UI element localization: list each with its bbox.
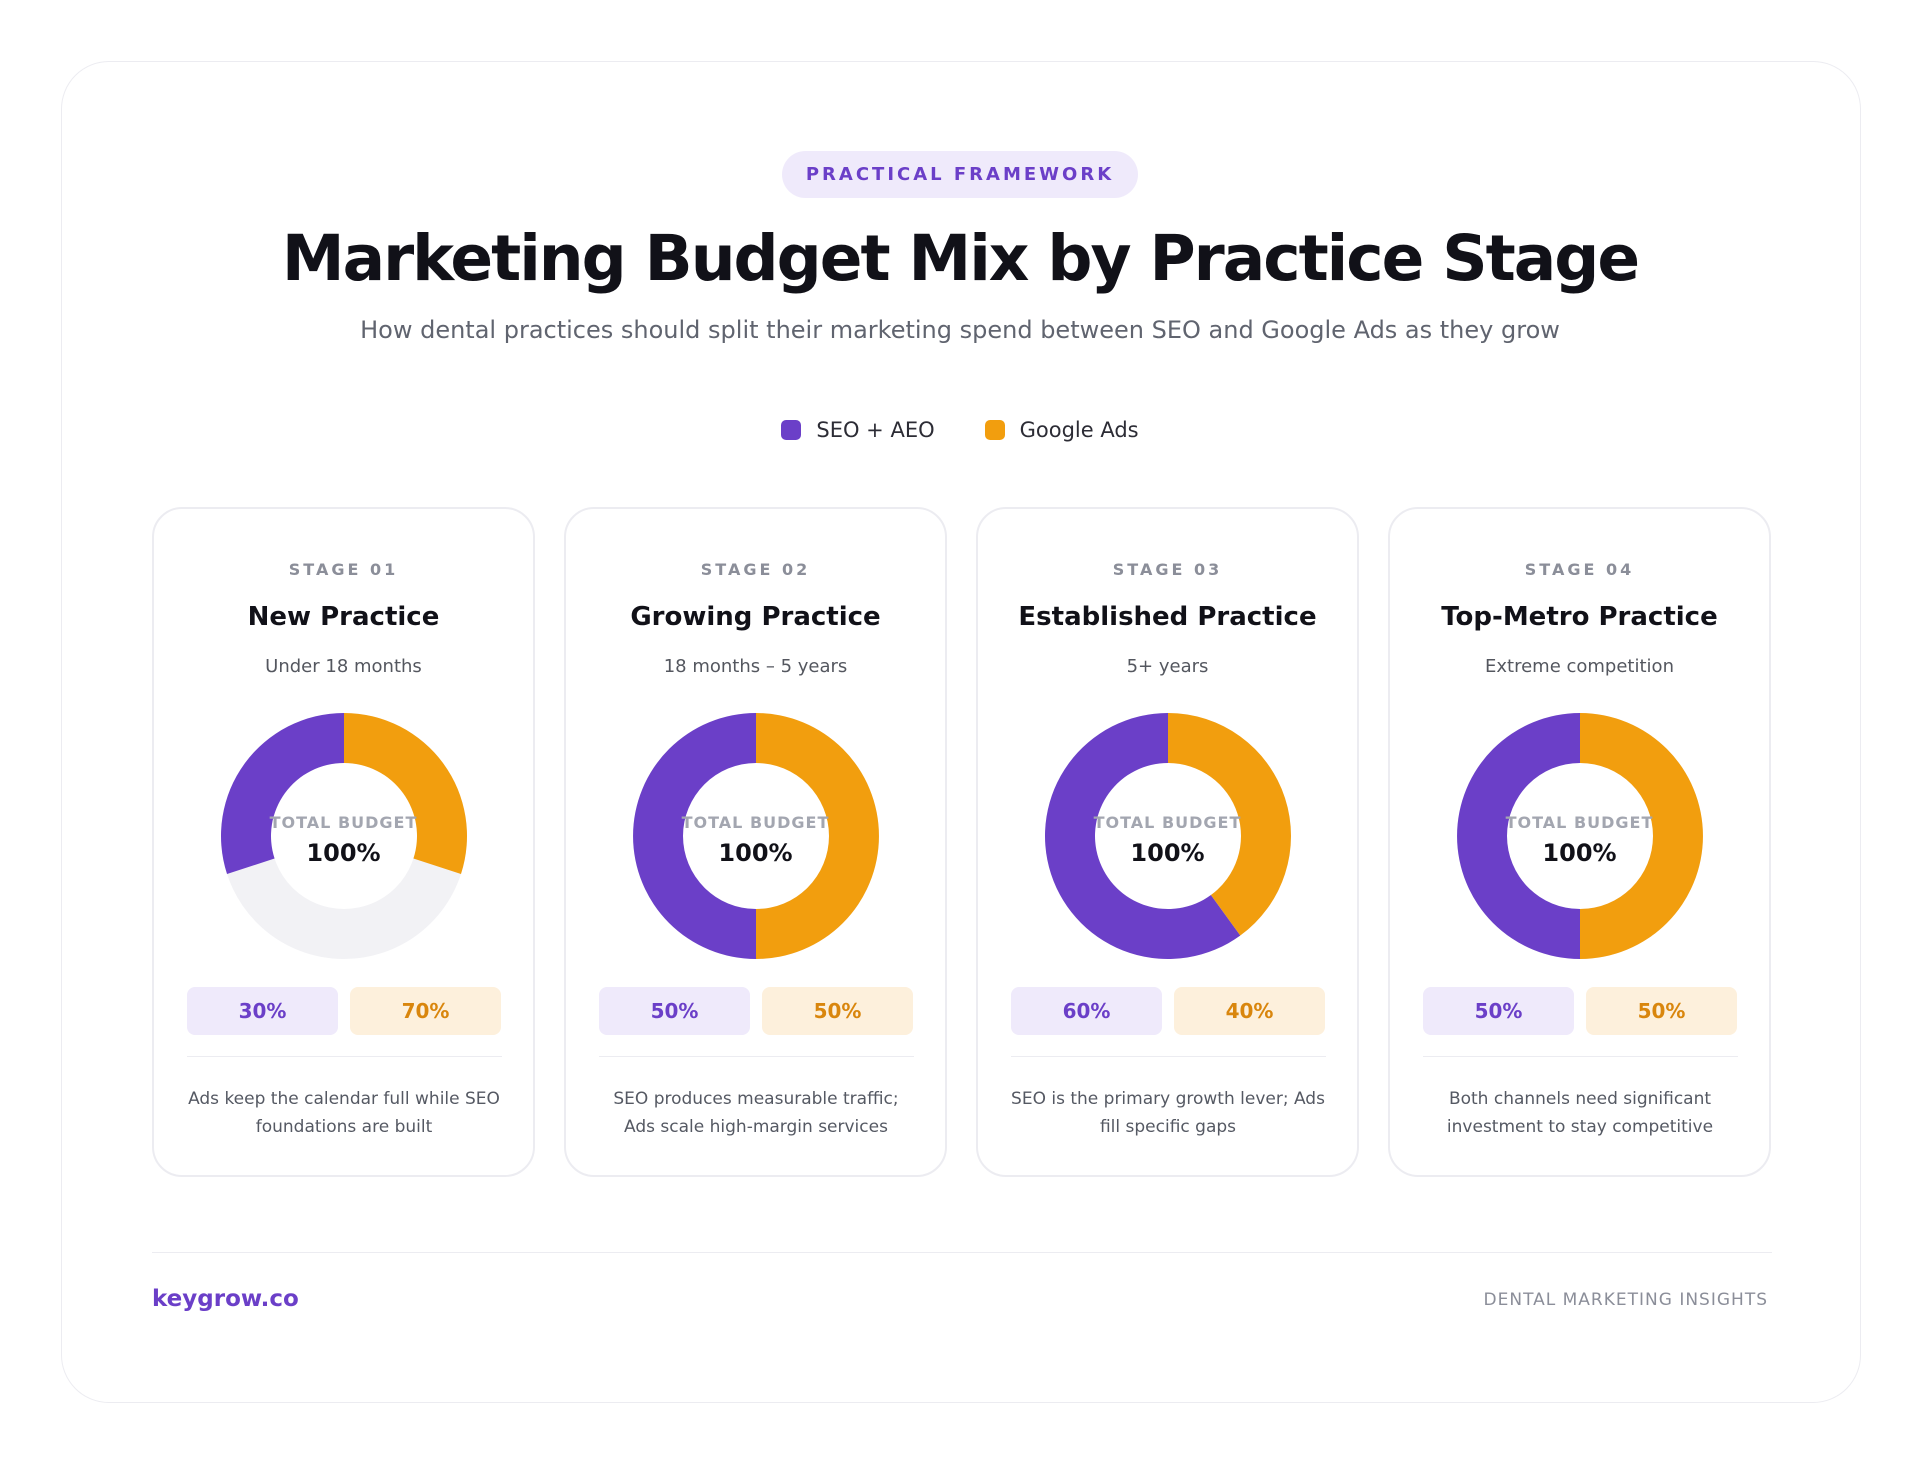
stage-card-2: STAGE 02 Growing Practice 18 months – 5 … bbox=[564, 507, 947, 1177]
card-divider bbox=[1011, 1056, 1326, 1057]
legend-label-ads: Google Ads bbox=[1019, 418, 1139, 442]
seo-percent-pill: 50% bbox=[1423, 987, 1574, 1035]
ads-percent-pill: 50% bbox=[1586, 987, 1737, 1035]
legend-item-ads: Google Ads bbox=[984, 418, 1139, 442]
page-subtitle: How dental practices should split their … bbox=[360, 316, 1560, 344]
footer-note: DENTAL MARKETING INSIGHTS bbox=[1483, 1290, 1768, 1310]
stage-description: SEO produces measurable traffic; Ads sca… bbox=[613, 1089, 899, 1137]
stage-title: Top-Metro Practice bbox=[1441, 602, 1718, 632]
stage-subtitle: Extreme competition bbox=[1485, 656, 1674, 677]
legend: SEO + AEO Google Ads bbox=[0, 418, 1920, 442]
stage-number: STAGE 02 bbox=[700, 560, 811, 579]
legend-swatch-ads bbox=[984, 420, 1005, 440]
footer-divider bbox=[152, 1252, 1772, 1253]
donut-svg bbox=[1457, 713, 1703, 959]
stage-number: STAGE 01 bbox=[288, 560, 399, 579]
stage-card-3: STAGE 03 Established Practice 5+ years T… bbox=[976, 507, 1359, 1177]
ads-percent-pill: 70% bbox=[350, 987, 501, 1035]
stage-title: New Practice bbox=[247, 602, 440, 632]
legend-swatch-seo bbox=[781, 420, 802, 440]
stage-cards: STAGE 01 New Practice Under 18 months TO… bbox=[152, 507, 1771, 1177]
donut-center-label: TOTAL BUDGET bbox=[1505, 813, 1654, 832]
donut-center-value: 100% bbox=[718, 839, 793, 867]
stage-description: Both channels need significant investmen… bbox=[1446, 1089, 1714, 1137]
donut-slice-seo bbox=[221, 713, 344, 875]
donut-chart bbox=[221, 713, 467, 959]
stage-description: Ads keep the calendar full while SEO fou… bbox=[188, 1089, 500, 1137]
ads-percent-pill: 40% bbox=[1174, 987, 1325, 1035]
ads-percent-pill: 50% bbox=[762, 987, 913, 1035]
stage-number: STAGE 03 bbox=[1112, 560, 1223, 579]
brand-link[interactable]: keygrow.co bbox=[152, 1286, 299, 1312]
donut-slice-ads bbox=[344, 713, 467, 875]
donut-svg bbox=[633, 713, 879, 959]
donut-svg bbox=[221, 713, 467, 959]
donut-slice-seo bbox=[633, 713, 756, 959]
donut-center-label: TOTAL BUDGET bbox=[1093, 813, 1242, 832]
donut-slice-ads bbox=[756, 713, 879, 959]
page-title: Marketing Budget Mix by Practice Stage bbox=[281, 222, 1640, 295]
donut-slice-ads bbox=[1168, 713, 1291, 936]
stage-title: Growing Practice bbox=[630, 602, 881, 632]
card-divider bbox=[599, 1056, 914, 1057]
donut-chart bbox=[1045, 713, 1291, 959]
donut-svg bbox=[1045, 713, 1291, 959]
donut-slice-seo bbox=[1457, 713, 1580, 959]
stage-description: SEO is the primary growth lever; Ads fil… bbox=[1011, 1089, 1325, 1137]
stage-subtitle: Under 18 months bbox=[265, 656, 422, 677]
card-divider bbox=[1423, 1056, 1738, 1057]
seo-percent-pill: 60% bbox=[1011, 987, 1162, 1035]
donut-chart bbox=[1457, 713, 1703, 959]
donut-center-label: TOTAL BUDGET bbox=[681, 813, 830, 832]
seo-percent-pill: 50% bbox=[599, 987, 750, 1035]
donut-center-value: 100% bbox=[1542, 839, 1617, 867]
donut-center-label: TOTAL BUDGET bbox=[269, 813, 418, 832]
donut-slice-ads bbox=[1580, 713, 1703, 959]
legend-label-seo: SEO + AEO bbox=[816, 418, 935, 442]
legend-item-seo: SEO + AEO bbox=[781, 418, 935, 442]
stage-subtitle: 5+ years bbox=[1126, 656, 1209, 677]
donut-center-value: 100% bbox=[306, 839, 381, 867]
stage-subtitle: 18 months – 5 years bbox=[663, 656, 848, 677]
eyebrow-badge: PRACTICAL FRAMEWORK bbox=[781, 151, 1139, 198]
stage-title: Established Practice bbox=[1018, 602, 1317, 632]
stage-card-1: STAGE 01 New Practice Under 18 months TO… bbox=[152, 507, 535, 1177]
donut-slice-seo bbox=[1045, 713, 1241, 959]
seo-percent-pill: 30% bbox=[187, 987, 338, 1035]
donut-chart bbox=[633, 713, 879, 959]
stage-card-4: STAGE 04 Top-Metro Practice Extreme comp… bbox=[1388, 507, 1771, 1177]
stage-number: STAGE 04 bbox=[1524, 560, 1635, 579]
card-divider bbox=[187, 1056, 502, 1057]
donut-center-value: 100% bbox=[1130, 839, 1205, 867]
